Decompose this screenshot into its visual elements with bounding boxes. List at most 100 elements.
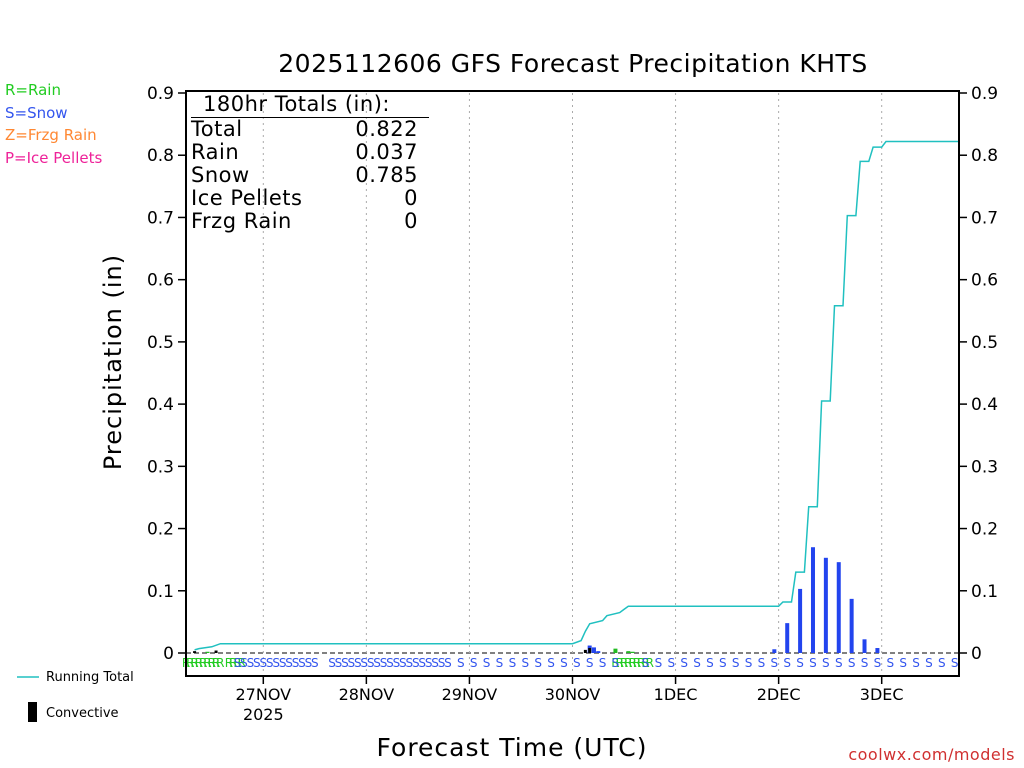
legend-snow: S=Snow <box>5 104 68 122</box>
credit-link[interactable]: coolwx.com/models <box>848 745 1015 764</box>
ptype-snow-mark: S <box>266 656 274 670</box>
ptype-snow-mark: S <box>418 656 426 670</box>
convective-bar <box>193 651 197 653</box>
totals-value: 0 <box>404 186 418 210</box>
ptype-rain-mark: R <box>611 656 619 670</box>
totals-value: 0 <box>404 209 418 233</box>
ptype-snow-mark: S <box>667 656 675 670</box>
ptype-snow-mark: S <box>822 656 830 670</box>
y-tick-label-left: 0.6 <box>147 271 174 291</box>
convective-bar <box>583 649 587 653</box>
ptype-snow-mark: S <box>809 656 817 670</box>
y-tick-label-right: 0 <box>971 644 982 664</box>
ptype-snow-mark: S <box>758 656 766 670</box>
running-total-series <box>194 140 959 651</box>
totals-label: Frzg Rain <box>191 209 292 233</box>
ptype-snow-mark: S <box>745 656 753 670</box>
precip-bars <box>193 547 880 653</box>
y-tick-label-right: 0.7 <box>971 208 998 228</box>
ptype-snow-mark: S <box>393 656 401 670</box>
ptype-snow-mark: S <box>328 656 336 670</box>
ptype-snow-mark: S <box>240 656 248 670</box>
ptype-rain-mark: R <box>190 656 198 670</box>
totals-value: 0.785 <box>355 163 418 187</box>
totals-label: Ice Pellets <box>191 186 303 210</box>
totals-row: Rain 0.037 <box>191 141 418 164</box>
ptype-rain-mark: R <box>208 656 216 670</box>
totals-row: Total 0.822 <box>191 118 418 141</box>
y-tick-label-left: 0.9 <box>147 84 174 104</box>
ptype-snow-mark: S <box>573 656 581 670</box>
ptype-snow-mark: S <box>912 656 920 670</box>
ptype-snow-mark: S <box>586 656 594 670</box>
ptype-snow-mark: S <box>399 656 407 670</box>
ptype-snow-mark: S <box>925 656 933 670</box>
snow-bar <box>862 639 867 653</box>
x-tick-label: 28NOV <box>339 685 395 704</box>
ptype-snow-mark: S <box>431 656 439 670</box>
ptype-snow-mark: S <box>438 656 446 670</box>
ptype-snow-mark: S <box>234 656 242 670</box>
totals-row: Ice Pellets 0 <box>191 187 418 210</box>
ptype-rain-mark: R <box>186 656 194 670</box>
snow-bar <box>836 562 841 653</box>
y-tick-label-left: 0.2 <box>147 520 174 540</box>
y-tick-label-left: 0.1 <box>147 582 174 602</box>
running-total-line <box>194 140 959 651</box>
legend-rain: R=Rain <box>5 81 61 99</box>
date-gridlines <box>186 93 959 676</box>
ptype-snow-mark: S <box>367 656 375 670</box>
ptype-rain-mark: R <box>229 656 237 670</box>
ptype-snow-mark: S <box>247 656 255 670</box>
x-axis-label-text: Forecast Time (UTC) <box>376 733 648 762</box>
ptype-snow-mark: S <box>886 656 894 670</box>
ptype-rain-mark: R <box>633 656 641 670</box>
ptype-rain-mark: R <box>616 656 624 670</box>
x-tick-label: 27NOV <box>236 685 292 704</box>
totals-label: Total <box>191 117 243 141</box>
ptype-snow-mark: S <box>680 656 688 670</box>
y-tick-label-left: 0.7 <box>147 208 174 228</box>
y-tick-label-right: 0.9 <box>971 84 998 104</box>
ptype-snow-mark: S <box>335 656 343 670</box>
ptype-snow-mark: S <box>848 656 856 670</box>
y-tick-label-right: 0.1 <box>971 582 998 602</box>
x-tick-label: 1DEC <box>654 685 698 704</box>
ptype-snow-mark: S <box>642 656 650 670</box>
x-tick-label: 3DEC <box>860 685 904 704</box>
ptype-snow-mark: S <box>783 656 791 670</box>
snow-bar <box>798 588 803 653</box>
ptype-rain-mark: R <box>212 656 220 670</box>
ptype-snow-mark: S <box>509 656 517 670</box>
snow-bar <box>785 623 790 653</box>
snow-bar <box>849 598 854 653</box>
ptype-snow-mark: S <box>483 656 491 670</box>
totals-label: Rain <box>191 140 240 164</box>
ptype-snow-mark: S <box>470 656 478 670</box>
ptype-snow-mark: S <box>655 656 663 670</box>
totals-divider <box>191 117 429 118</box>
x-tick-label: 29NOV <box>442 685 498 704</box>
ptype-snow-mark: S <box>341 656 349 670</box>
ptype-snow-mark: S <box>272 656 280 670</box>
x-axis-label: Forecast Time (UTC) <box>0 733 1024 762</box>
ptype-snow-mark: S <box>899 656 907 670</box>
totals-row: Frzg Rain 0 <box>191 210 418 233</box>
ptype-snow-mark: S <box>380 656 388 670</box>
ptype-snow-mark: S <box>835 656 843 670</box>
ptype-rain-mark: R <box>641 656 649 670</box>
chart-title: 2025112606 GFS Forecast Precipitation KH… <box>278 49 868 78</box>
ptype-rain-mark: R <box>199 656 207 670</box>
ptype-snow-mark: S <box>298 656 306 670</box>
ptype-snow-mark: S <box>951 656 959 670</box>
y-tick-label-left: 0.3 <box>147 457 174 477</box>
ptype-snow-mark: S <box>292 656 300 670</box>
running-total-legend-label: Running Total <box>46 670 134 685</box>
legend-freezing-rain: Z=Frzg Rain <box>5 126 97 144</box>
ptype-snow-mark: S <box>599 656 607 670</box>
ptype-snow-mark: S <box>405 656 413 670</box>
ptype-snow-mark: S <box>285 656 293 670</box>
